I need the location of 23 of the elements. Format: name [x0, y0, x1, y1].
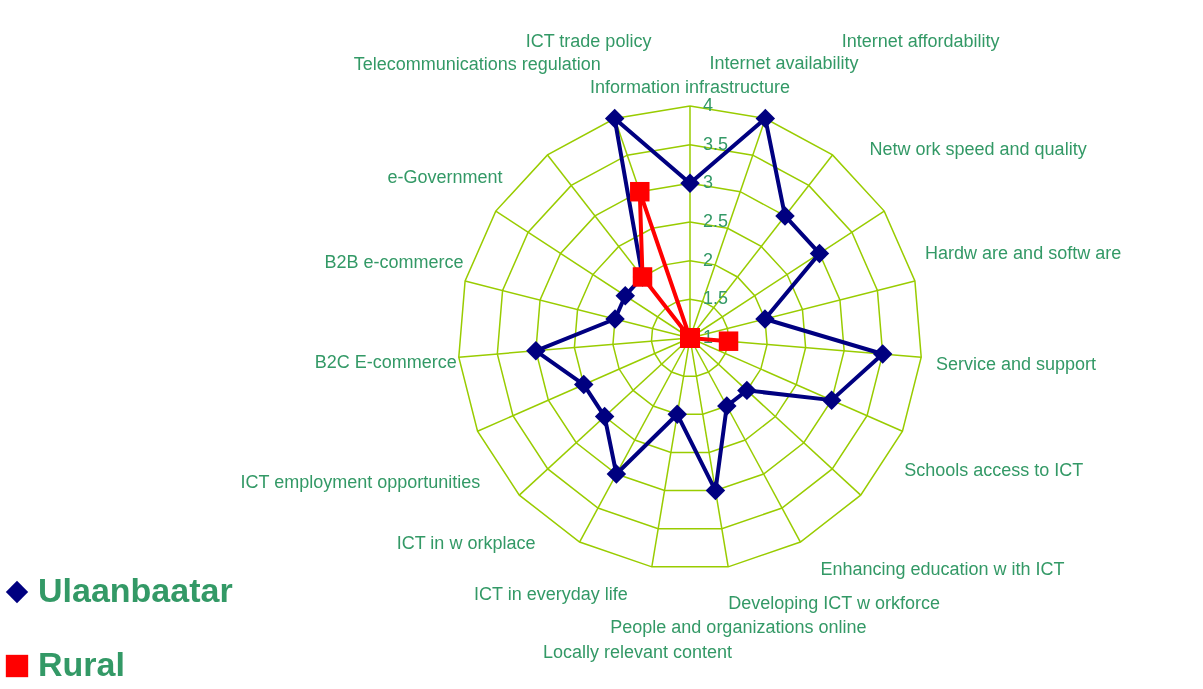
spoke-label: Telecommunications regulation: [353, 53, 601, 74]
spoke-label: Service and support: [936, 354, 1097, 375]
spoke-label: ICT in everyday life: [473, 584, 628, 605]
y-tick-label: 2.5: [703, 211, 729, 231]
spoke-label: Developing ICT w orkforce: [728, 593, 941, 614]
legend-label: Ulaanbaatar: [38, 571, 233, 609]
spoke-label: Internet affordability: [841, 30, 1000, 51]
spoke-label: e-Government: [387, 167, 503, 187]
spoke-label: People and organizations online: [610, 616, 867, 637]
spoke-label: Locally relevant content: [542, 641, 733, 662]
spoke-label: ICT trade policy: [525, 31, 652, 52]
spoke-label: ICT employment opportunities: [240, 471, 481, 492]
spoke-label: ICT in w orkplace: [396, 533, 536, 554]
spoke-label: Netw ork speed and quality: [869, 138, 1087, 159]
spoke-label: Information infrastructure: [589, 77, 791, 98]
spoke-label: Internet availability: [709, 53, 859, 74]
spoke-label: B2C E-commerce: [314, 352, 457, 373]
spoke-label: Enhancing education w ith ICT: [820, 559, 1065, 580]
spoke-label: Schools access to ICT: [904, 460, 1084, 481]
legend-label: Rural: [38, 645, 125, 683]
spoke-label: B2B e-commerce: [324, 252, 464, 273]
y-tick-label: 3.5: [703, 133, 729, 154]
spoke-label: Hardw are and softw are: [925, 242, 1122, 263]
